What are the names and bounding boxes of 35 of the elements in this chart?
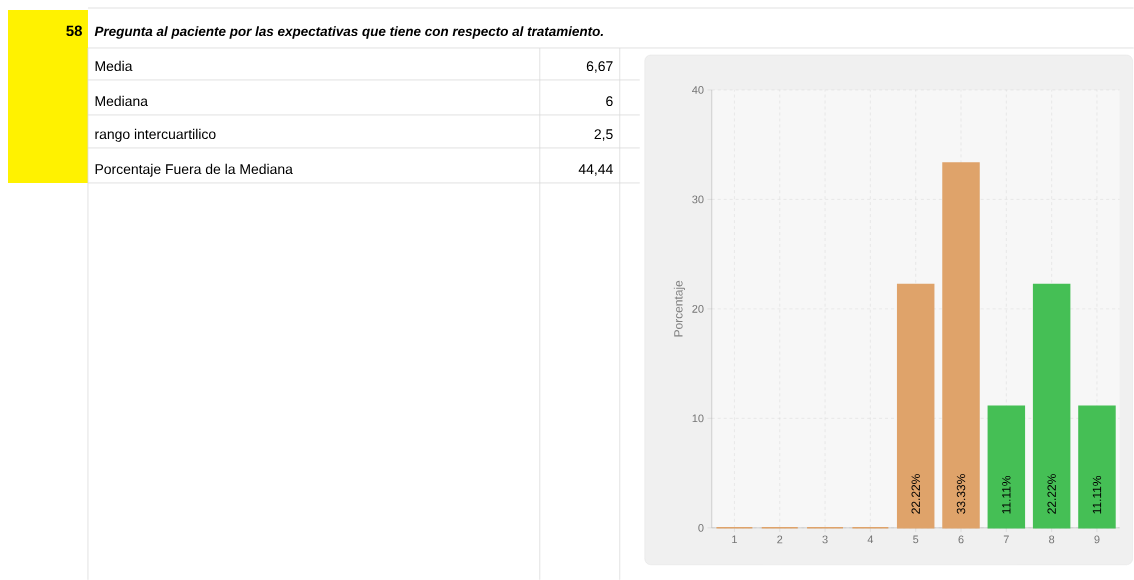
data-label: 33.33%: [956, 474, 966, 514]
y-tick-label: 10: [692, 414, 704, 423]
y-tick-label: 30: [692, 195, 704, 204]
bar: [942, 162, 980, 529]
bar: [1078, 405, 1116, 529]
x-tick-label: 9: [1094, 535, 1100, 544]
x-tick-label: 7: [1003, 535, 1009, 544]
data-label: 22.22%: [1047, 474, 1056, 514]
x-tick-label: 1: [732, 535, 737, 544]
text: Mediana: [95, 95, 148, 106]
text: Pregunta al paciente por las expectativas que tiene con respecto al tratamiento.: [94, 26, 603, 39]
text: 2,5: [594, 129, 613, 141]
y-tick-label: 20: [692, 304, 704, 313]
data-label: 22.22%: [911, 474, 920, 514]
bar: [896, 283, 935, 529]
text: Porcentaje Fuera de la Mediana: [95, 163, 293, 177]
text: 6,67: [586, 61, 613, 73]
x-tick-label: 3: [822, 535, 828, 544]
data-label: 11.11%: [1092, 475, 1102, 514]
x-tick-label: 6: [958, 535, 964, 544]
x-tick-label: 5: [913, 535, 919, 544]
data-label: 11.11%: [1002, 475, 1011, 514]
y-axis-title: Porcentaje: [673, 280, 685, 337]
y-tick-label: 0: [698, 523, 704, 532]
x-tick-label: 8: [1049, 535, 1055, 544]
text: rango intercuartilico: [95, 128, 216, 142]
y-tick-label: 40: [692, 85, 704, 94]
text: 6: [606, 96, 613, 106]
x-tick-label: 4: [867, 535, 874, 544]
bar: [1032, 283, 1071, 529]
bar: [987, 405, 1026, 529]
text: 58: [66, 25, 82, 37]
text: 44,44: [578, 164, 613, 176]
text: Media: [95, 60, 133, 72]
x-tick-label: 2: [777, 535, 783, 544]
